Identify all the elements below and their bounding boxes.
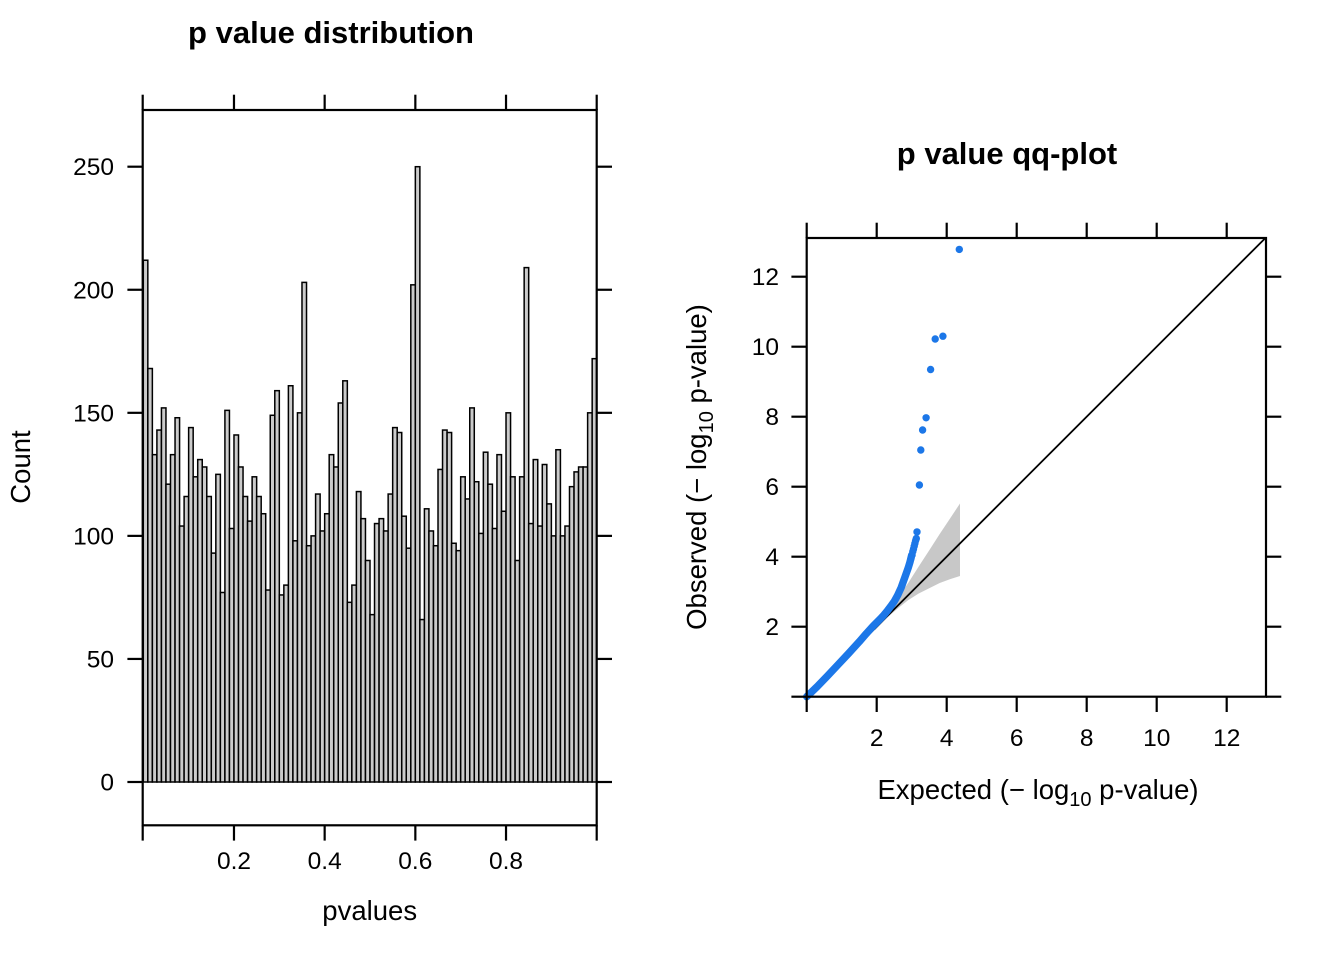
x-tick-label: 0.4 xyxy=(308,848,342,875)
qqplot-title: p value qq-plot xyxy=(897,136,1117,171)
y-label-text: Observed (− log xyxy=(681,433,712,629)
qqplot-tick-labels: 2 2 4 4 6 6 8 8 10 10 12 12 xyxy=(752,264,1241,752)
histogram-bar xyxy=(274,389,281,783)
y-tick-label: 250 xyxy=(73,154,114,181)
histogram-axis-ticks xyxy=(127,94,612,841)
qq-point xyxy=(955,245,963,254)
y-tick-label: 200 xyxy=(73,277,114,304)
histogram-bar xyxy=(414,165,421,783)
x-tick-label: 8 xyxy=(1080,725,1094,752)
histogram-bar xyxy=(342,380,349,783)
qqplot-plot-box xyxy=(805,236,1268,698)
y-tick-label: 12 xyxy=(752,264,779,291)
y-tick-label: 6 xyxy=(765,474,779,501)
y-tick-label: 4 xyxy=(765,544,779,571)
y-label-text-end: p-value) xyxy=(681,304,712,411)
histogram-y-axis-label: Count xyxy=(5,430,36,504)
qq-point xyxy=(918,426,927,434)
histogram-panel: p value distribution 0.2 0.4 0.6 0.8 0 50 100 1… xyxy=(5,15,612,926)
x-tick-label: 10 xyxy=(1143,725,1170,752)
histogram-tick-labels: 0.2 0.4 0.6 0.8 0 50 100 150 200 250 xyxy=(73,154,523,875)
x-tick-label: 12 xyxy=(1213,725,1240,752)
y-tick-label: 2 xyxy=(765,614,779,641)
qqplot-x-axis-label: Expected (− log10 p-value) xyxy=(877,774,1198,811)
y-tick-label: 10 xyxy=(752,334,779,361)
qqplot-axis-ticks xyxy=(791,222,1282,712)
qqplot-y-axis-label: Observed (− log10 p-value) xyxy=(681,304,718,630)
x-label-text: Expected (− log xyxy=(877,774,1069,805)
y-tick-label: 0 xyxy=(100,770,114,797)
x-label-text-end: p-value) xyxy=(1092,774,1199,805)
histogram-title: p value distribution xyxy=(188,15,474,50)
y-tick-label: 8 xyxy=(765,404,779,431)
x-tick-label: 0.8 xyxy=(489,848,523,875)
y-tick-label: 150 xyxy=(73,400,114,427)
x-label-subscript: 10 xyxy=(1069,789,1091,811)
qq-point xyxy=(912,534,920,543)
y-tick-label: 100 xyxy=(73,523,114,550)
x-tick-label: 0.2 xyxy=(217,848,251,875)
y-label-subscript: 10 xyxy=(696,411,718,433)
x-tick-label: 4 xyxy=(940,725,954,752)
qq-dense-points xyxy=(803,551,916,701)
histogram-plot-box xyxy=(141,108,598,827)
qq-point xyxy=(917,446,925,454)
qq-points xyxy=(907,245,963,563)
y-tick-label: 50 xyxy=(87,646,114,673)
x-tick-label: 0.6 xyxy=(398,848,432,875)
qq-point xyxy=(915,481,924,489)
x-tick-label: 2 xyxy=(870,725,884,752)
qqplot-panel: p value qq-plot 2 2 4 4 6 6 8 8 10 10 12 12 Expecte… xyxy=(681,136,1282,811)
qq-point xyxy=(922,414,930,422)
x-tick-label: 6 xyxy=(1010,725,1024,752)
qq-point xyxy=(913,528,921,536)
qq-point xyxy=(931,335,939,343)
qq-point xyxy=(926,365,935,374)
histogram-bar xyxy=(301,281,308,783)
histogram-x-axis-label: pvalues xyxy=(322,895,417,926)
histogram-bars xyxy=(142,165,598,783)
qq-point xyxy=(939,332,947,340)
